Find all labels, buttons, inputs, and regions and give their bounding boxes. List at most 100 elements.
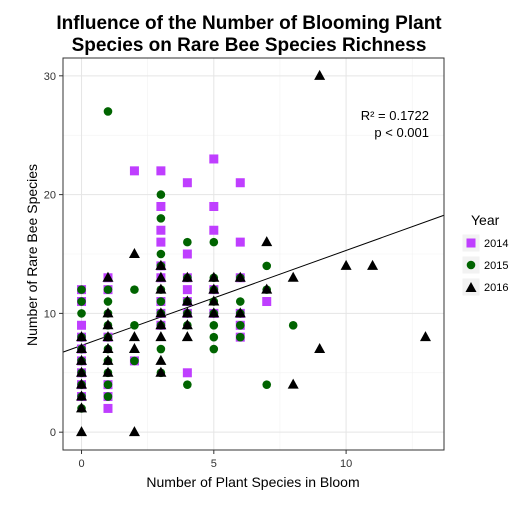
point-2016 bbox=[128, 343, 140, 354]
point-2015 bbox=[209, 320, 219, 330]
x-tick-label: 10 bbox=[340, 458, 352, 470]
point-2016 bbox=[181, 307, 193, 318]
point-2014 bbox=[235, 178, 245, 188]
legend-marker-2014 bbox=[466, 238, 476, 248]
point-2014 bbox=[156, 201, 166, 211]
point-2015 bbox=[103, 297, 113, 306]
point-2016 bbox=[208, 295, 220, 306]
point-2015 bbox=[156, 249, 166, 259]
point-2014 bbox=[182, 285, 192, 295]
point-2016 bbox=[102, 331, 114, 342]
point-2016 bbox=[76, 402, 88, 413]
point-2014 bbox=[182, 178, 192, 188]
point-2016 bbox=[76, 354, 88, 365]
point-2016 bbox=[128, 331, 140, 342]
point-2015 bbox=[183, 380, 192, 389]
point-2016 bbox=[419, 331, 431, 342]
point-2016 bbox=[102, 343, 114, 354]
legend-marker-2016 bbox=[465, 282, 477, 292]
point-2014 bbox=[262, 297, 272, 307]
point-2015 bbox=[77, 285, 86, 294]
legend-item-2015: 2015 bbox=[461, 255, 508, 275]
point-2016 bbox=[234, 271, 246, 282]
point-2014 bbox=[182, 368, 192, 378]
point-2016 bbox=[208, 271, 220, 282]
point-2015 bbox=[130, 356, 139, 366]
point-2015 bbox=[183, 237, 192, 247]
point-2016 bbox=[76, 343, 88, 354]
point-2014 bbox=[235, 237, 245, 247]
point-2015 bbox=[156, 190, 166, 199]
point-2016 bbox=[181, 271, 193, 282]
legend-label-2016: 2016 bbox=[484, 282, 508, 294]
trend-line bbox=[62, 214, 445, 353]
point-2015 bbox=[209, 344, 219, 354]
point-2016 bbox=[76, 390, 88, 401]
point-2016 bbox=[340, 259, 352, 270]
point-2015 bbox=[130, 320, 139, 330]
point-2015 bbox=[103, 107, 113, 116]
legend-item-2014: 2014 bbox=[461, 233, 508, 253]
point-2016 bbox=[314, 69, 326, 80]
point-2015 bbox=[103, 380, 113, 389]
y-tick-label: 20 bbox=[44, 190, 56, 202]
point-2015 bbox=[235, 332, 245, 342]
point-2016 bbox=[102, 354, 114, 365]
point-2016 bbox=[76, 378, 88, 389]
point-2014 bbox=[156, 225, 166, 235]
point-2016 bbox=[261, 236, 273, 247]
point-2016 bbox=[181, 331, 193, 342]
point-2016 bbox=[234, 307, 246, 318]
point-2016 bbox=[102, 271, 114, 282]
legend: 2014 2015 2016 bbox=[461, 233, 508, 297]
point-2014 bbox=[209, 225, 219, 235]
point-2016 bbox=[287, 271, 299, 282]
series-2016 bbox=[76, 69, 431, 437]
point-2014 bbox=[103, 403, 113, 413]
point-2014 bbox=[156, 237, 166, 247]
point-2016 bbox=[155, 319, 167, 330]
data-points bbox=[76, 69, 431, 437]
point-2016 bbox=[261, 283, 273, 294]
point-2016 bbox=[287, 378, 299, 389]
legend-marker-2015 bbox=[466, 260, 476, 270]
point-2016 bbox=[76, 366, 88, 377]
point-2014 bbox=[209, 201, 219, 211]
point-2016 bbox=[128, 426, 140, 437]
point-2015 bbox=[288, 320, 298, 330]
y-tick-label: 30 bbox=[44, 71, 56, 83]
trend-line-group bbox=[62, 214, 445, 353]
y-tick-label: 10 bbox=[44, 308, 56, 320]
point-2015 bbox=[156, 297, 166, 306]
point-2015 bbox=[130, 285, 139, 294]
legend-item-2016: 2016 bbox=[461, 277, 508, 297]
point-2015 bbox=[235, 297, 245, 306]
point-2014 bbox=[156, 166, 166, 176]
point-2016 bbox=[102, 319, 114, 330]
point-2016 bbox=[102, 366, 114, 377]
y-axis-ticks: 0 10 20 30 bbox=[44, 71, 63, 439]
point-2015 bbox=[262, 380, 272, 389]
point-2015 bbox=[209, 237, 219, 247]
point-2016 bbox=[155, 271, 167, 282]
point-2016 bbox=[155, 331, 167, 342]
point-2015 bbox=[103, 392, 113, 401]
point-2016 bbox=[367, 259, 379, 270]
chart-title-line-1: Influence of the Number of Blooming Plan… bbox=[56, 13, 442, 34]
point-2016 bbox=[128, 248, 140, 258]
point-2015 bbox=[209, 332, 219, 342]
point-2016 bbox=[102, 307, 114, 318]
point-2014 bbox=[209, 154, 219, 164]
p-value-annotation: p < 0.001 bbox=[374, 125, 429, 140]
point-2016 bbox=[76, 426, 88, 437]
point-2016 bbox=[155, 283, 167, 294]
x-axis-label: Number of Plant Species in Bloom bbox=[146, 474, 359, 490]
point-2014 bbox=[77, 320, 87, 330]
point-2015 bbox=[235, 320, 245, 330]
point-2016 bbox=[76, 331, 88, 342]
legend-title: Year bbox=[471, 212, 500, 228]
point-2014 bbox=[182, 249, 192, 259]
point-2016 bbox=[155, 259, 167, 270]
